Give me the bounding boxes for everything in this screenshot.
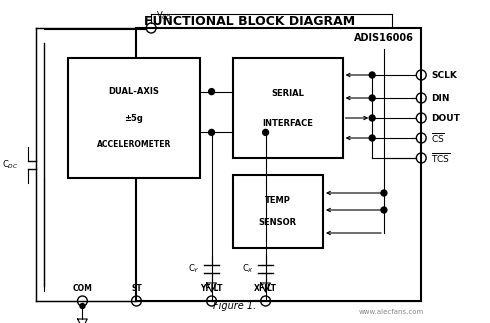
- Text: ADIS16006: ADIS16006: [353, 33, 414, 43]
- Circle shape: [369, 135, 375, 141]
- Text: ±5g: ±5g: [124, 113, 144, 122]
- Circle shape: [369, 95, 375, 101]
- Text: V$_{CC}$: V$_{CC}$: [156, 9, 172, 22]
- Bar: [68, 58, 200, 178]
- Text: ACCELEROMETER: ACCELEROMETER: [97, 140, 171, 149]
- Text: ST: ST: [131, 284, 142, 293]
- Text: INTERFACE: INTERFACE: [262, 119, 313, 128]
- Text: SENSOR: SENSOR: [259, 218, 297, 227]
- Text: C$_Y$: C$_Y$: [188, 262, 200, 275]
- Text: www.alecfans.com: www.alecfans.com: [359, 309, 424, 315]
- Text: C$_X$: C$_X$: [242, 262, 254, 275]
- Text: DIN: DIN: [431, 93, 449, 102]
- Text: TEMP: TEMP: [265, 196, 291, 205]
- Text: SERIAL: SERIAL: [271, 89, 304, 98]
- Text: Figure 1.: Figure 1.: [213, 301, 256, 311]
- Text: XFILT: XFILT: [254, 284, 277, 293]
- Circle shape: [381, 190, 387, 196]
- Text: $\overline{\rm CS}$: $\overline{\rm CS}$: [431, 131, 445, 145]
- Text: DUAL-AXIS: DUAL-AXIS: [109, 87, 159, 96]
- Circle shape: [381, 207, 387, 213]
- Text: DOUT: DOUT: [431, 113, 460, 122]
- Bar: [136, 28, 421, 301]
- Text: SCLK: SCLK: [431, 70, 457, 79]
- Text: FUNCTIONAL BLOCK DIAGRAM: FUNCTIONAL BLOCK DIAGRAM: [144, 15, 355, 28]
- Circle shape: [369, 72, 375, 78]
- Bar: [233, 58, 343, 158]
- Text: C$_{DC}$: C$_{DC}$: [2, 158, 19, 171]
- Bar: [233, 175, 323, 248]
- Text: $\overline{\rm TCS}$: $\overline{\rm TCS}$: [431, 151, 451, 165]
- Text: COM: COM: [73, 284, 93, 293]
- Circle shape: [209, 89, 215, 95]
- Text: YFILT: YFILT: [200, 284, 223, 293]
- Circle shape: [80, 304, 85, 308]
- Circle shape: [209, 130, 215, 135]
- Circle shape: [263, 130, 269, 135]
- Circle shape: [369, 115, 375, 121]
